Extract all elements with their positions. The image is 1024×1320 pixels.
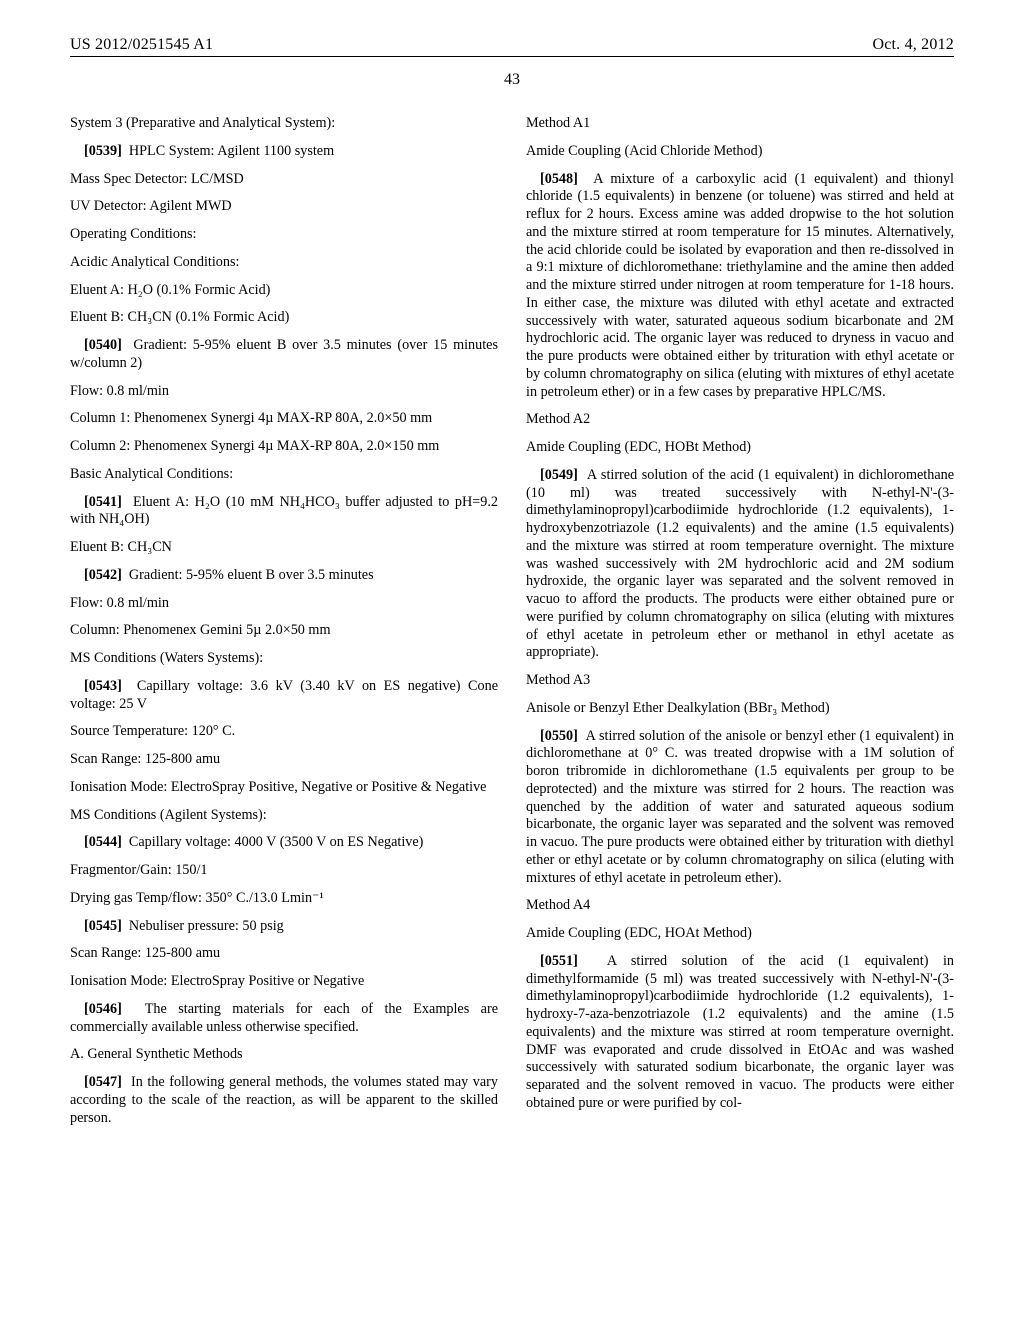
para-num: [0545] [84,918,122,934]
paragraph: [0541] Eluent A: H₂O (10 mM NH₄HCO₃ buff… [70,494,498,530]
line: Scan Range: 125-800 amu [70,751,498,769]
para-text: Gradient: 5-95% eluent B over 3.5 minute… [129,567,374,583]
para-text: Nebuliser pressure: 50 psig [129,918,284,934]
paragraph: [0540] Gradient: 5-95% eluent B over 3.5… [70,337,498,373]
line: Basic Analytical Conditions: [70,466,498,484]
para-num: [0551] [540,953,578,969]
line: Source Temperature: 120° C. [70,723,498,741]
method-heading: Method A2 [526,411,954,429]
page-header: US 2012/0251545 A1 Oct. 4, 2012 [70,36,954,57]
paragraph: [0550] A stirred solution of the anisole… [526,728,954,888]
paragraph: [0542] Gradient: 5-95% eluent B over 3.5… [70,567,498,585]
method-heading: Method A4 [526,897,954,915]
line: Eluent B: CH₃CN [70,539,498,557]
paragraph: [0548] A mixture of a carboxylic acid (1… [526,171,954,402]
para-num: [0546] [84,1001,122,1017]
paragraph: [0546] The starting materials for each o… [70,1001,498,1037]
method-subheading: Anisole or Benzyl Ether Dealkylation (BB… [526,700,954,718]
para-text: The starting materials for each of the E… [70,1001,498,1035]
para-text: A stirred solution of the anisole or ben… [526,728,954,886]
line: UV Detector: Agilent MWD [70,198,498,216]
section-heading: A. General Synthetic Methods [70,1046,498,1064]
paragraph: [0539] HPLC System: Agilent 1100 system [70,143,498,161]
pub-number: US 2012/0251545 A1 [70,36,213,54]
line: Column 1: Phenomenex Synergi 4µ MAX-RP 8… [70,410,498,428]
line: MS Conditions (Agilent Systems): [70,807,498,825]
para-text: A stirred solution of the acid (1 equiva… [526,467,954,661]
method-heading: Method A1 [526,115,954,133]
line: Eluent B: CH₃CN (0.1% Formic Acid) [70,309,498,327]
para-num: [0544] [84,834,122,850]
line: Ionisation Mode: ElectroSpray Positive, … [70,779,498,797]
para-text: HPLC System: Agilent 1100 system [129,143,334,159]
paragraph: [0544] Capillary voltage: 4000 V (3500 V… [70,834,498,852]
line: Mass Spec Detector: LC/MSD [70,171,498,189]
para-text: Capillary voltage: 4000 V (3500 V on ES … [129,834,424,850]
paragraph: [0545] Nebuliser pressure: 50 psig [70,918,498,936]
method-subheading: Amide Coupling (Acid Chloride Method) [526,143,954,161]
pub-date: Oct. 4, 2012 [872,36,954,54]
para-num: [0543] [84,678,122,694]
line: Flow: 0.8 ml/min [70,595,498,613]
para-num: [0548] [540,171,578,187]
para-text: Capillary voltage: 3.6 kV (3.40 kV on ES… [70,678,498,712]
body-columns: System 3 (Preparative and Analytical Sys… [70,115,954,1137]
para-text: Gradient: 5-95% eluent B over 3.5 minute… [70,337,498,371]
paragraph: [0549] A stirred solution of the acid (1… [526,467,954,662]
line: Fragmentor/Gain: 150/1 [70,862,498,880]
line: Drying gas Temp/flow: 350° C./13.0 Lmin⁻… [70,890,498,908]
para-num: [0540] [84,337,122,353]
method-heading: Method A3 [526,672,954,690]
para-text: In the following general methods, the vo… [70,1074,498,1126]
line: Operating Conditions: [70,226,498,244]
paragraph: [0551] A stirred solution of the acid (1… [526,953,954,1113]
para-num: [0549] [540,467,578,483]
paragraph: [0547] In the following general methods,… [70,1074,498,1127]
para-text: A stirred solution of the acid (1 equiva… [526,953,954,1111]
line: Ionisation Mode: ElectroSpray Positive o… [70,973,498,991]
paragraph: [0543] Capillary voltage: 3.6 kV (3.40 k… [70,678,498,714]
para-num: [0550] [540,728,578,744]
line: Flow: 0.8 ml/min [70,383,498,401]
para-num: [0547] [84,1074,122,1090]
line: Acidic Analytical Conditions: [70,254,498,272]
line: Column: Phenomenex Gemini 5µ 2.0×50 mm [70,622,498,640]
line: MS Conditions (Waters Systems): [70,650,498,668]
line: Column 2: Phenomenex Synergi 4µ MAX-RP 8… [70,438,498,456]
section-heading: System 3 (Preparative and Analytical Sys… [70,115,498,133]
para-text: Eluent A: H₂O (10 mM NH₄HCO₃ buffer adju… [70,494,498,528]
method-subheading: Amide Coupling (EDC, HOAt Method) [526,925,954,943]
page-number: 43 [70,71,954,89]
para-text: A mixture of a carboxylic acid (1 equiva… [526,171,954,400]
line: Scan Range: 125-800 amu [70,945,498,963]
para-num: [0541] [84,494,122,510]
para-num: [0542] [84,567,122,583]
method-subheading: Amide Coupling (EDC, HOBt Method) [526,439,954,457]
para-num: [0539] [84,143,122,159]
line: Eluent A: H₂O (0.1% Formic Acid) [70,282,498,300]
